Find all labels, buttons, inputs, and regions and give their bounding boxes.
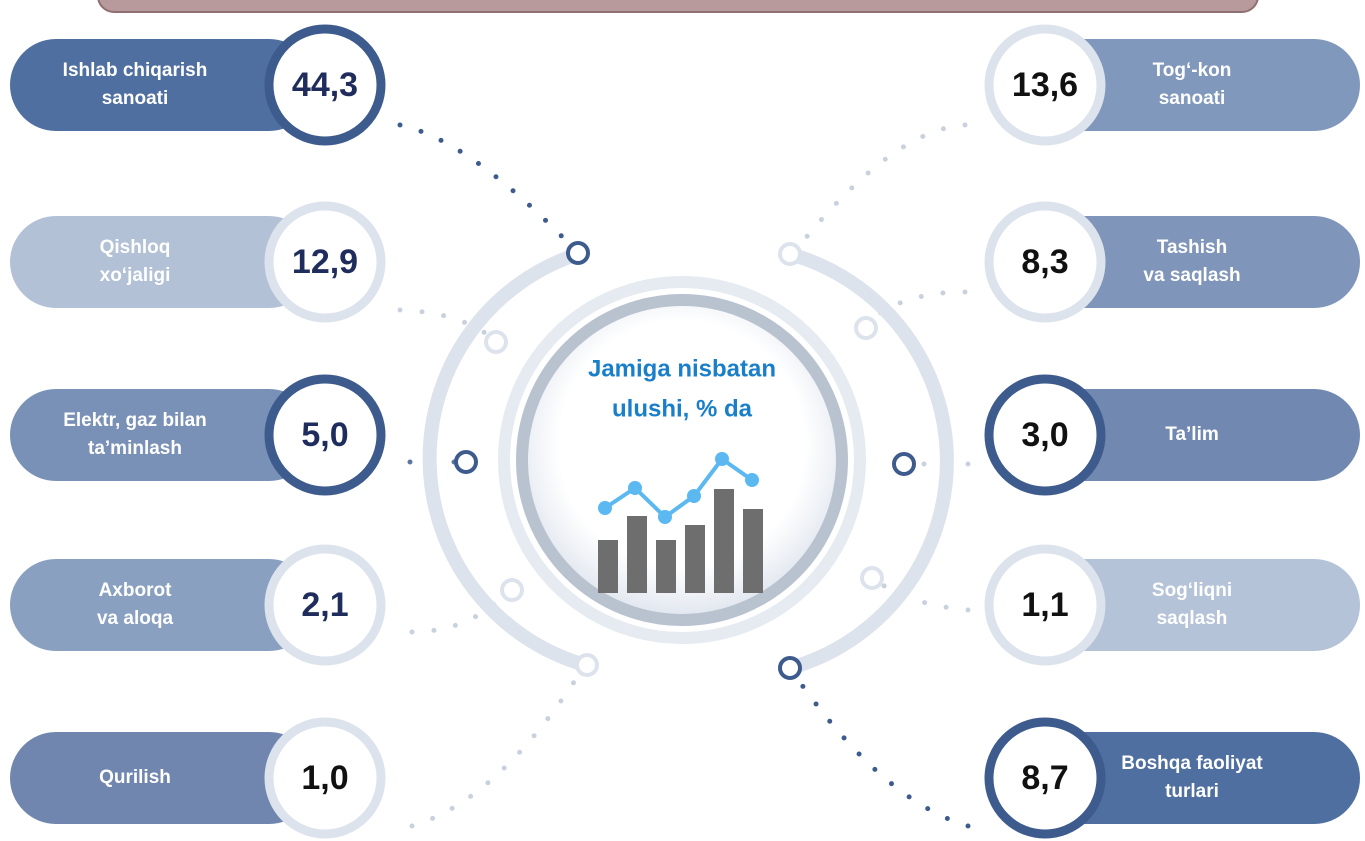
sector-label: Tog‘-kon xyxy=(1153,60,1232,81)
sector-label: va saqlash xyxy=(1143,265,1240,286)
sector-pill xyxy=(10,732,315,824)
center-title: ulushi, % da xyxy=(612,395,753,422)
connectors xyxy=(397,122,971,829)
sector-label: va aloqa xyxy=(97,608,173,629)
sector-value: 5,0 xyxy=(301,416,348,454)
value-circle xyxy=(984,24,1106,146)
sector-pill xyxy=(10,559,315,651)
sector-label: Qishloq xyxy=(100,237,171,258)
value-circle xyxy=(984,201,1106,323)
items: Ishlab chiqarish sanoati 44,3 Qishloq xo‘jal… xyxy=(10,24,1360,839)
sector-value: 3,0 xyxy=(1021,416,1068,454)
sector-label: saqlash xyxy=(1157,608,1228,629)
sector-pill xyxy=(10,39,315,131)
value-circle xyxy=(984,544,1106,666)
sector-label: Boshqa faoliyat xyxy=(1121,753,1263,774)
sector-label: Tashish xyxy=(1157,237,1227,258)
sector-label: sanoati xyxy=(1159,88,1226,109)
sector-label: Elektr, gaz bilan xyxy=(63,410,207,431)
sector-label: turlari xyxy=(1165,781,1219,802)
sector-value: 13,6 xyxy=(1012,66,1078,104)
sector-value: 2,1 xyxy=(301,586,348,624)
sector-label: Sog‘liqni xyxy=(1152,580,1232,601)
sector-label: Qurilish xyxy=(99,767,171,788)
value-circle xyxy=(264,717,386,839)
sector-label: ta’minlash xyxy=(88,438,182,459)
sector-value: 1,1 xyxy=(1021,586,1068,624)
sector-label: Ishlab chiqarish xyxy=(63,60,208,81)
sector-label: Axborot xyxy=(99,580,173,601)
sector-value: 1,0 xyxy=(301,759,348,797)
value-circle xyxy=(264,544,386,666)
sector-pill xyxy=(10,389,315,481)
chart-icon xyxy=(598,452,763,593)
top-banner xyxy=(97,0,1259,13)
value-circle xyxy=(984,717,1106,839)
center-rings xyxy=(422,241,954,680)
sector-value: 8,3 xyxy=(1021,243,1068,281)
sector-value: 8,7 xyxy=(1021,759,1068,797)
center-title: Jamiga nisbatan xyxy=(588,355,776,382)
value-circle xyxy=(984,374,1106,496)
sector-label: sanoati xyxy=(102,88,169,109)
sector-value: 44,3 xyxy=(292,66,358,104)
sector-pill xyxy=(10,216,315,308)
value-circle xyxy=(264,24,386,146)
sector-label: xo‘jaligi xyxy=(100,265,171,286)
value-circle xyxy=(264,201,386,323)
sector-label: Ta’lim xyxy=(1165,424,1219,445)
sector-value: 12,9 xyxy=(292,243,358,281)
value-circle xyxy=(264,374,386,496)
